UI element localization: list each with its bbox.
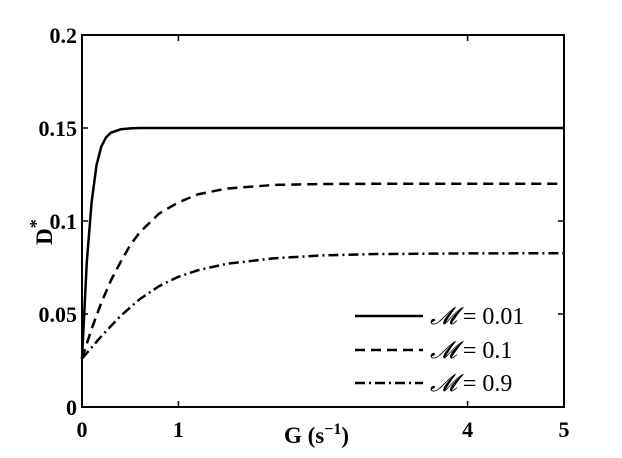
legend-label-0: 𝓜 = 0.01 (430, 304, 524, 330)
y-tick-label-4: 0.2 (50, 23, 78, 48)
y-axis-label-superscript: * (26, 219, 46, 228)
x-axis-label-exponent: −1 (324, 421, 341, 438)
axis-ticks (81, 34, 565, 408)
legend: 𝓜 = 0.01 𝓜 = 0.1 𝓜 = 0.9 (355, 304, 524, 397)
tick-labels: 0 1 4 5 0 0.05 0.1 0.15 0.2 (39, 23, 570, 442)
y-tick-label-2: 0.1 (50, 209, 78, 234)
legend-label-2: 𝓜 = 0.9 (430, 371, 512, 397)
plot-lines (80, 126, 565, 360)
x-tick-label-0: 0 (77, 417, 88, 442)
y-axis-label-base: D (32, 228, 57, 245)
y-tick-label-1: 0.05 (39, 302, 78, 327)
x-axis-label-close: ) (341, 423, 349, 448)
svg-text:D*: D* (26, 219, 57, 245)
series-line-0 (80, 126, 564, 359)
x-tick-label-2: 4 (462, 417, 473, 442)
legend-label-1: 𝓜 = 0.1 (430, 338, 512, 364)
y-axis-label: D* (26, 219, 57, 245)
x-tick-label-3: 5 (559, 417, 570, 442)
x-tick-label-1: 1 (173, 417, 184, 442)
x-axis-label: G (s−1) (284, 421, 349, 448)
y-tick-label-3: 0.15 (39, 116, 78, 141)
y-tick-label-0: 0 (66, 395, 77, 420)
series-line-1 (80, 182, 564, 359)
series-line-2 (81, 251, 565, 360)
